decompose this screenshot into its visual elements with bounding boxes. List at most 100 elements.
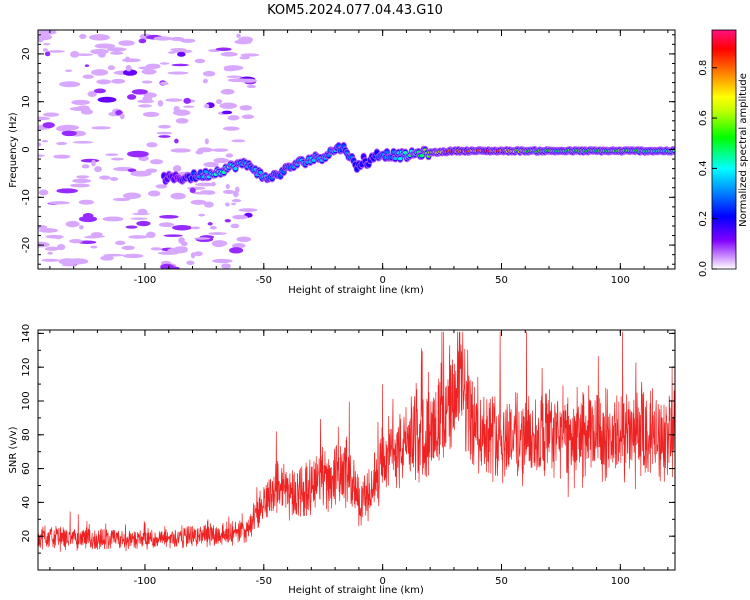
noise-blob (230, 223, 240, 229)
noise-blob (231, 243, 246, 249)
noise-blob (42, 48, 49, 52)
noise-blob (78, 215, 98, 223)
noise-blob (113, 197, 131, 202)
noise-blob (157, 100, 164, 107)
noise-blob (100, 255, 114, 261)
noise-blob (103, 253, 125, 257)
noise-blob (138, 104, 152, 108)
noise-blob (38, 241, 50, 248)
noise-blob (56, 188, 78, 194)
noise-blob (231, 139, 246, 143)
noise-blob (187, 186, 206, 190)
spectrogram-ytick-label: -10 (21, 189, 32, 205)
noise-blob (90, 48, 109, 55)
noise-blob (87, 91, 97, 98)
noise-blob (158, 135, 171, 138)
snr-xtick-label: 100 (611, 576, 630, 587)
noise-blob (158, 222, 175, 227)
noise-blob (165, 98, 183, 102)
noise-blob (166, 266, 180, 269)
snr-ytick-label: 120 (21, 358, 32, 377)
spectrogram-ytick-label: 0 (21, 146, 32, 152)
noise-blob (159, 81, 169, 86)
noise-blob (194, 58, 206, 64)
noise-blob (190, 226, 201, 230)
noise-blob (234, 186, 240, 193)
noise-blob (78, 225, 84, 230)
noise-blob (190, 199, 207, 205)
noise-blob (38, 142, 42, 147)
noise-blob (38, 189, 49, 196)
snr-frame (37, 329, 676, 571)
noise-blob (204, 103, 210, 109)
noise-blob (153, 36, 173, 41)
signal-core (258, 170, 263, 175)
noise-blob (107, 65, 116, 71)
noise-blob (232, 214, 248, 220)
noise-blob (111, 78, 126, 84)
noise-blob (229, 247, 244, 254)
snr-ytick-label: 60 (21, 462, 32, 475)
noise-blob (211, 181, 216, 187)
noise-blob (160, 260, 172, 265)
spectrogram-ytick-label: 10 (21, 95, 32, 108)
spectrogram-xtick-label: -100 (134, 275, 157, 286)
spectrogram-ylabel: Frequency (Hz) (8, 112, 19, 188)
noise-blob (121, 245, 135, 250)
noise-blob (78, 199, 95, 205)
snr-ytick-label: 40 (21, 496, 32, 509)
noise-blob (80, 158, 100, 163)
noise-blob (172, 49, 193, 54)
noise-blob (65, 69, 73, 72)
noise-blob (172, 224, 192, 231)
noise-blob (131, 89, 148, 95)
noise-blob (175, 118, 189, 124)
noise-blob (45, 234, 64, 239)
noise-blob (216, 99, 223, 105)
noise-blob (122, 253, 144, 259)
noise-blob (76, 175, 90, 179)
noise-blob (155, 184, 168, 189)
snr-ylabel: SNR (v/v) (8, 426, 19, 473)
noise-blob (122, 192, 142, 199)
noise-blob (227, 78, 249, 83)
noise-blob (124, 56, 131, 63)
noise-blob (141, 68, 157, 75)
noise-blob (96, 79, 112, 85)
noise-blob (82, 74, 94, 79)
noise-blob (231, 199, 242, 203)
noise-blob (44, 51, 51, 57)
noise-blob (145, 168, 158, 173)
colorbar-tick-label: 0.2 (698, 211, 709, 227)
noise-blob (203, 161, 219, 168)
noise-blob (157, 251, 179, 255)
noise-blob (79, 33, 87, 40)
noise-blob (211, 240, 228, 247)
noise-blob (177, 51, 186, 57)
colorbar-tick-label: 0.8 (698, 60, 709, 76)
noise-blob (69, 183, 91, 188)
noise-blob (230, 202, 237, 206)
noise-blob (56, 244, 66, 251)
noise-blob (193, 251, 203, 257)
snr-ytick-label: 100 (21, 391, 32, 410)
noise-blob (72, 178, 92, 184)
snr-ticks: -100 -50 0 50 100 20 40 60 80 100 120 140 (21, 324, 675, 587)
colorbar-tick-label: 0.0 (698, 261, 709, 277)
noise-blob (204, 138, 209, 145)
signal-core (398, 157, 403, 161)
noise-blob (202, 70, 216, 77)
spectrogram-xtick-label: 0 (379, 275, 385, 286)
snr-panel: -100 -50 0 50 100 20 40 60 80 100 120 140 Height of… (8, 324, 676, 596)
noise-blob (236, 236, 252, 243)
noise-blob (91, 126, 112, 130)
noise-blob (91, 159, 96, 167)
noise-blob (105, 153, 119, 157)
noise-blob (199, 190, 211, 195)
noise-blob (138, 66, 156, 70)
noise-blob (38, 225, 48, 230)
noise-blob (159, 214, 179, 219)
snr-xtick-label: -50 (256, 576, 272, 587)
